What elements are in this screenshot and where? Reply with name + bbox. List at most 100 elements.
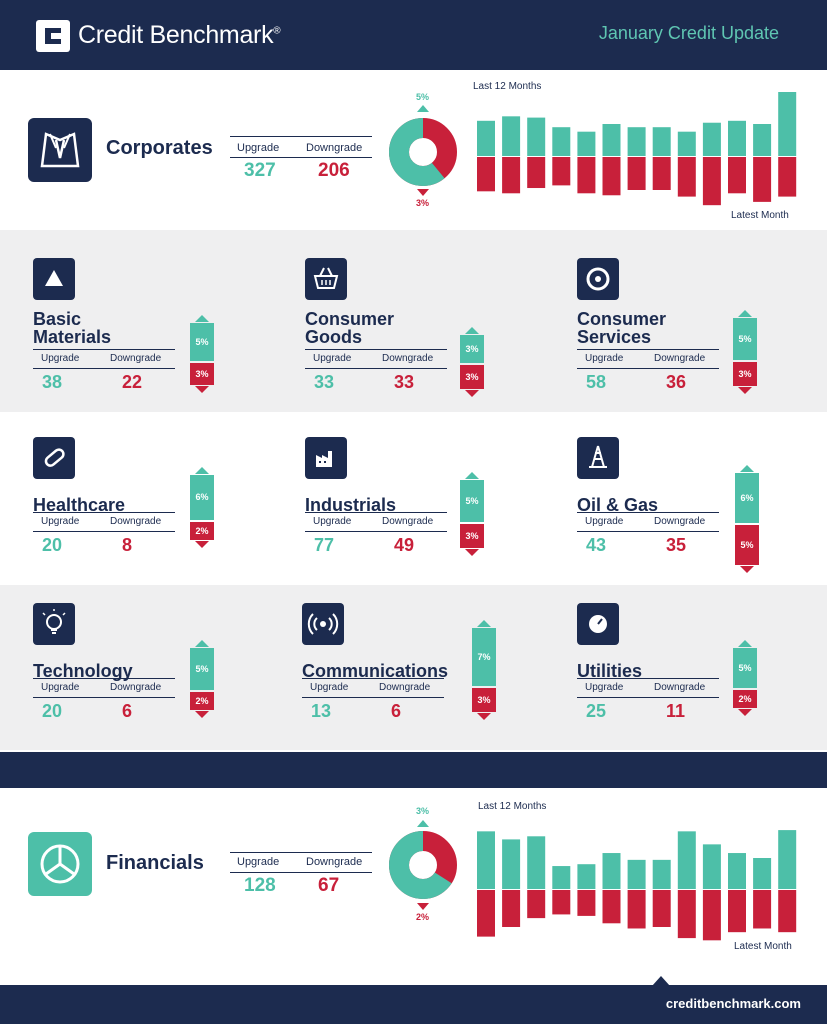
upgrade-bar-8 [652, 859, 671, 889]
sector-downgrade-pct: 3% [460, 365, 484, 389]
sector-name-line1: Technology [33, 661, 133, 681]
sector-name-line2: Materials [33, 327, 112, 347]
corporates-mid-rule [230, 157, 372, 158]
financials-down-arrow-icon [417, 903, 429, 910]
sector-upgrade-pct: 5% [733, 648, 757, 688]
sector-upgrade-pct: 3% [460, 335, 484, 363]
brand-name[interactable]: Credit Benchmark® [78, 21, 281, 49]
sector-name-line1: Consumer [305, 309, 395, 329]
financials-bar-chart [477, 830, 797, 941]
sector-mid-rule [302, 697, 444, 698]
sector-name-line1: Oil & Gas [577, 495, 659, 515]
sector-downgrade-pct: 3% [190, 363, 214, 385]
sector-mid-rule [33, 531, 175, 532]
sector-name-line1: Healthcare [33, 495, 126, 515]
sector-downgrade-count: 11 [666, 701, 686, 721]
sector-top-rule [577, 678, 719, 679]
sector-up-arrow-icon [738, 640, 752, 647]
credit-benchmark-logo-icon[interactable] [36, 20, 70, 52]
lightbulb-icon [33, 603, 75, 645]
sector-down-arrow-icon [195, 541, 209, 548]
corporates-donut [389, 118, 457, 186]
sector-downgrade-pct: 5% [735, 525, 759, 565]
sector-name-line1: Industrials [305, 495, 397, 515]
sector-upgrade-count: 43 [586, 535, 607, 555]
sector-upgrade-count: 20 [42, 701, 63, 721]
financials-top-rule [230, 852, 372, 853]
corporates-donut-upgrade-arc [389, 118, 457, 186]
corporates-up-arrow-icon [417, 105, 429, 112]
downgrade-bar-7 [627, 890, 646, 929]
downgrade-bar-13 [778, 890, 797, 933]
sector-top-rule [577, 512, 719, 513]
downgrade-bar-4 [552, 890, 571, 915]
sector-upgrade-pct: 6% [190, 475, 214, 520]
corporates-bar-chart [477, 92, 797, 206]
upgrade-bar-2 [502, 839, 521, 889]
upgrade-bar-6 [602, 124, 621, 156]
sector-downgrade-count: 35 [666, 535, 687, 555]
downgrade-bar-5 [577, 890, 596, 916]
corporates-chart-caption-bottom: Latest Month [731, 210, 789, 221]
sector-name: Consumer Goods [305, 310, 394, 346]
sector-downgrade-label: Downgrade [654, 682, 706, 693]
sector-downgrade-label: Downgrade [379, 682, 431, 693]
sector-downgrade-count: 22 [122, 372, 143, 392]
factory-icon [305, 437, 347, 479]
sector-upgrade-label: Upgrade [313, 353, 352, 364]
sector-downgrade-label: Downgrade [654, 353, 706, 364]
upgrade-bar-4 [552, 866, 571, 889]
sector-upgrade-label: Upgrade [41, 516, 80, 527]
gauge-icon [577, 603, 619, 645]
downgrade-bar-4 [552, 157, 571, 186]
sector-up-arrow-icon [740, 465, 754, 472]
downgrade-bar-13 [778, 157, 797, 197]
sector-upgrade-label: Upgrade [585, 353, 624, 364]
downgrade-bar-3 [527, 890, 546, 919]
sector-down-arrow-icon [195, 711, 209, 718]
upgrade-bar-5 [577, 864, 596, 889]
financials-title: Financials [106, 852, 204, 874]
sector-downgrade-count: 49 [394, 535, 415, 555]
divider-stripe [0, 752, 827, 788]
sector-downgrade-count: 36 [666, 372, 687, 392]
sector-name-line1: Communications [302, 661, 449, 681]
sector-downgrade-pct: 2% [733, 690, 757, 708]
upgrade-bar-11 [728, 120, 746, 156]
sector-down-arrow-icon [465, 549, 479, 556]
sector-downgrade-label: Downgrade [654, 516, 706, 527]
financials-upgrade-label: Upgrade [237, 856, 280, 868]
sector-top-rule [33, 349, 175, 350]
sector-up-arrow-icon [738, 310, 752, 317]
sector-name: Industrials [305, 496, 396, 514]
sector-name-line2: Services [577, 327, 652, 347]
upgrade-bar-3 [527, 117, 546, 156]
sector-upgrade-pct: 5% [733, 318, 757, 360]
upgrade-bar-8 [652, 127, 671, 156]
sector-downgrade-label: Downgrade [110, 516, 162, 527]
sector-downgrade-label: Downgrade [110, 353, 162, 364]
sector-down-arrow-icon [740, 566, 754, 573]
sector-upgrade-count: 20 [42, 535, 63, 555]
sector-band-1 [0, 230, 827, 412]
upgrade-bar-1 [477, 831, 495, 889]
financials-donut [389, 831, 457, 899]
sector-top-rule [305, 512, 447, 513]
downgrade-bar-1 [477, 157, 495, 192]
sector-downgrade-pct: 3% [460, 524, 484, 548]
sector-upgrade-pct: 5% [190, 323, 214, 361]
corporates-title: Corporates [106, 137, 213, 159]
sector-name: Utilities [577, 662, 642, 680]
sector-downgrade-count: 6 [122, 701, 133, 721]
triangle-icon [33, 258, 75, 300]
downgrade-bar-8 [652, 890, 671, 927]
corporates-upgrade-label: Upgrade [237, 142, 280, 154]
sector-upgrade-pct: 5% [190, 648, 214, 690]
website-link[interactable]: creditbenchmark.com [665, 996, 801, 1011]
downgrade-bar-12 [753, 890, 772, 929]
sector-downgrade-label: Downgrade [382, 353, 434, 364]
sector-top-rule [302, 678, 444, 679]
sector-downgrade-label: Downgrade [110, 682, 162, 693]
sector-upgrade-pct: 7% [472, 628, 496, 686]
sector-mid-rule [305, 531, 447, 532]
